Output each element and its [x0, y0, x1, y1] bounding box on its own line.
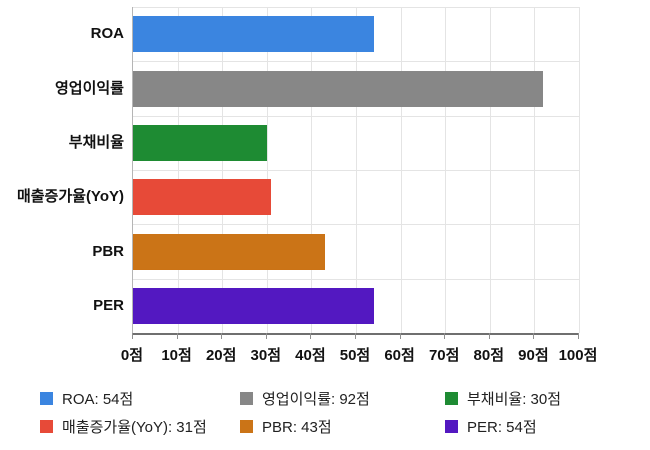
- x-tick-label: 20점: [205, 347, 237, 364]
- legend-swatch-roa: [40, 392, 53, 405]
- legend-item-operating-margin[interactable]: 영업이익률: 92점: [240, 389, 445, 408]
- gridline-horizontal: [133, 61, 579, 63]
- gridline-vertical: [579, 7, 580, 333]
- x-axis-tick: [265, 333, 267, 339]
- x-tick-label: 80점: [473, 347, 505, 364]
- category-label-revenue-growth-yoy: 매출증가율(YoY): [16, 188, 124, 206]
- x-tick-label: 70점: [428, 347, 460, 364]
- category-label-debt-ratio: 부채비율: [68, 133, 124, 151]
- legend-swatch-operating-margin: [240, 392, 253, 405]
- x-tick-label: 0점: [120, 347, 144, 364]
- x-tick-label: 30점: [250, 347, 282, 364]
- x-axis-tick: [488, 333, 490, 339]
- legend-label-revenue-growth-yoy: 매출증가율(YoY): 31점: [62, 419, 207, 436]
- x-tick-label: 90점: [518, 347, 549, 364]
- x-axis-tick: [310, 333, 312, 339]
- bar-operating-margin[interactable]: [133, 70, 544, 107]
- legend-label-debt-ratio: 부채비율: 30점: [467, 391, 562, 408]
- x-axis-tick: [132, 333, 133, 339]
- legend-swatch-per: [445, 420, 458, 433]
- plot-area: [132, 7, 580, 335]
- legend-swatch-debt-ratio: [445, 392, 458, 405]
- x-axis-tick: [221, 333, 223, 339]
- legend-item-debt-ratio[interactable]: 부채비율: 30점: [445, 389, 625, 408]
- gridline-horizontal: [133, 278, 579, 280]
- legend-item-roa[interactable]: ROA: 54점: [40, 389, 240, 408]
- gridline-horizontal: [133, 170, 579, 171]
- category-label-per: PER: [93, 296, 124, 314]
- legend-label-roa: ROA: 54점: [62, 391, 134, 408]
- category-label-pbr: PBR: [92, 242, 124, 260]
- legend-item-revenue-growth-yoy[interactable]: 매출증가율(YoY): 31점: [40, 417, 240, 436]
- bar-revenue-growth-yoy[interactable]: [133, 179, 272, 216]
- x-tick-label: 40점: [295, 347, 326, 364]
- bar-roa[interactable]: [133, 16, 374, 53]
- legend-label-pbr: PBR: 43점: [262, 419, 332, 436]
- category-label-roa: ROA: [90, 25, 124, 43]
- x-tick-label: 10점: [161, 347, 192, 364]
- x-tick-label: 100점: [558, 347, 598, 364]
- legend-swatch-pbr: [240, 420, 253, 433]
- x-axis-tick: [399, 333, 401, 339]
- bar-debt-ratio[interactable]: [133, 124, 267, 161]
- gridline-horizontal: [133, 7, 579, 8]
- legend-label-operating-margin: 영업이익률: 92점: [262, 391, 370, 408]
- x-axis-tick: [533, 333, 535, 339]
- bar-pbr[interactable]: [133, 233, 325, 270]
- legend-item-per[interactable]: PER: 54점: [445, 417, 625, 436]
- legend-item-pbr[interactable]: PBR: 43점: [240, 417, 445, 436]
- gridline-horizontal: [133, 115, 579, 117]
- x-tick-label: 60점: [384, 347, 415, 364]
- x-axis-tick: [444, 333, 446, 339]
- x-axis-tick: [578, 333, 579, 339]
- gridline-horizontal: [133, 224, 579, 226]
- x-axis-tick: [355, 333, 356, 339]
- legend-label-per: PER: 54점: [467, 419, 537, 436]
- category-label-operating-margin: 영업이익률: [54, 79, 124, 97]
- bar-per[interactable]: [133, 287, 374, 324]
- x-tick-label: 50점: [339, 347, 371, 364]
- x-axis-tick: [176, 333, 178, 339]
- legend-swatch-revenue-growth-yoy: [40, 420, 53, 433]
